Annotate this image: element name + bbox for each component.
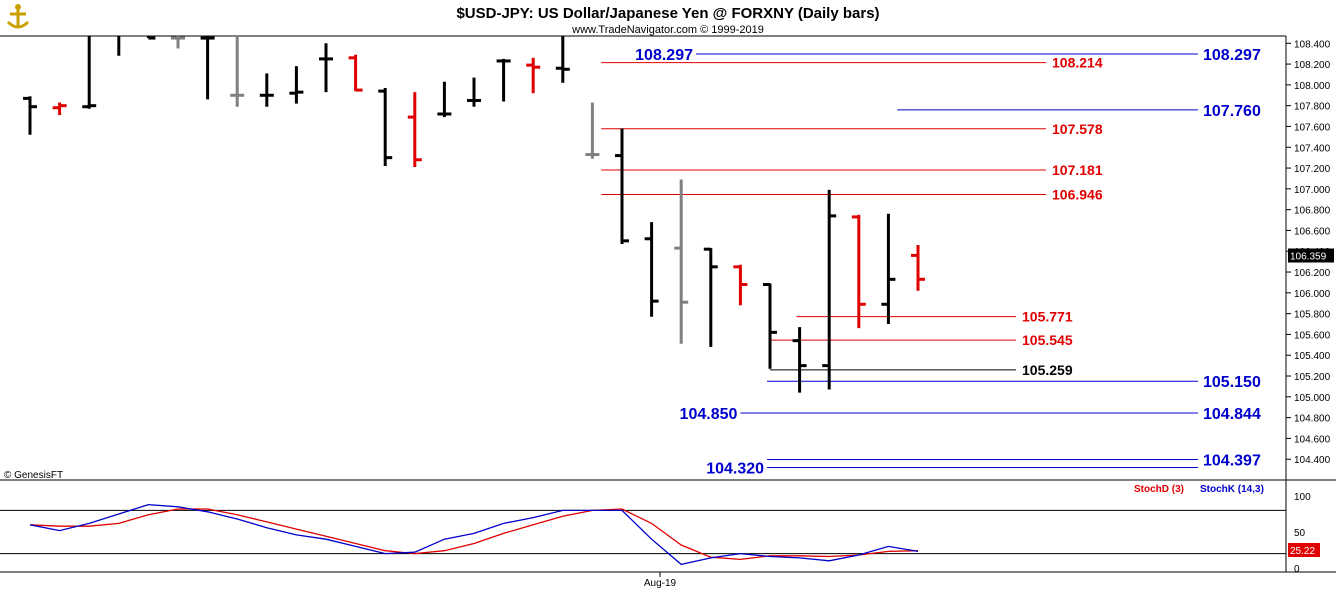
date-x-axis: Aug-19 [644, 572, 677, 589]
ohlc-bar [52, 102, 67, 116]
ohlc-bar [851, 214, 866, 329]
level-label-right: 105.150 [1203, 374, 1261, 391]
level-label-right: 107.760 [1203, 103, 1261, 120]
stoch-series-line [29, 508, 919, 561]
y-tick-label: 104.800 [1294, 414, 1331, 425]
ohlc-bar [200, 36, 215, 100]
logo-icon [4, 4, 32, 32]
level-label: 107.578 [1052, 121, 1103, 137]
ohlc-bar [792, 327, 807, 393]
ohlc-bar [496, 58, 511, 102]
level-label: 105.771 [1022, 309, 1073, 325]
price-levels [601, 53, 1198, 469]
stoch-legend-entry: StochK (14,3) [1200, 484, 1264, 495]
x-tick-label: Aug-19 [644, 578, 677, 589]
price-panel-frame [0, 35, 1336, 573]
y-tick-label: 108.400 [1294, 39, 1331, 50]
chart-subtitle: www.TradeNavigator.com © 1999-2019 [571, 24, 764, 36]
ohlc-bar [467, 77, 481, 107]
ohlc-bar [555, 36, 570, 83]
y-tick-label: 106.600 [1294, 226, 1331, 237]
y-tick-label: 105.800 [1294, 310, 1331, 321]
ohlc-bar [378, 87, 393, 166]
y-tick-label: 108.000 [1294, 81, 1331, 92]
ohlc-bar [585, 102, 600, 159]
y-tick-label: 106.800 [1294, 206, 1331, 217]
y-tick-label: 107.200 [1294, 164, 1331, 175]
stoch-legend-entry: StochD (3) [1134, 484, 1184, 495]
ohlc-bar [348, 54, 363, 92]
level-label-right: 104.844 [1203, 406, 1261, 423]
ohlc-bar [171, 36, 185, 49]
y-tick-label: 107.000 [1294, 185, 1331, 196]
ohlc-bar [146, 36, 156, 40]
y-tick-label: 107.800 [1294, 102, 1331, 113]
stoch-series-line [29, 503, 919, 566]
y-tick-label: 106.000 [1294, 289, 1331, 300]
level-label-left: 108.297 [635, 47, 693, 64]
level-label: 106.946 [1052, 186, 1103, 202]
level-label: 105.545 [1022, 332, 1073, 348]
level-label: 107.181 [1052, 162, 1103, 178]
ohlc-bars-clip [23, 36, 925, 393]
ohlc-bar [733, 264, 748, 306]
price-tag-label: 106.359 [1290, 252, 1327, 263]
y-tick-label: 105.400 [1294, 351, 1331, 362]
ohlc-bar [881, 213, 896, 325]
y-tick-label: 104.400 [1294, 455, 1331, 466]
price-y-axis: 108.400 108.200 108.000 107.800 107.600 107.4… [1286, 39, 1331, 466]
ohlc-bar [822, 189, 837, 390]
ohlc-bar [763, 283, 777, 369]
ohlc-bar [644, 222, 659, 317]
ohlc-bar [674, 179, 689, 344]
y-tick-label: 107.400 [1294, 143, 1331, 154]
level-label-left: 104.320 [706, 461, 764, 478]
stoch-value-box [1288, 543, 1320, 557]
y-tick-label: 105.000 [1294, 393, 1331, 404]
y-tick-label: 108.200 [1294, 60, 1331, 71]
ohlc-bar [437, 81, 452, 118]
ohlc-bar [911, 245, 925, 291]
y-tick-label: 106.200 [1294, 268, 1331, 279]
ohlc-bar [407, 92, 422, 168]
y-tick-label: 105.600 [1294, 330, 1331, 341]
level-label-right: 104.397 [1203, 453, 1261, 470]
stoch-value-label: 25.22 [1290, 546, 1315, 557]
y-tick-label: 105.200 [1294, 372, 1331, 383]
stoch-tick-label: 100 [1294, 492, 1311, 503]
ohlc-bar [117, 36, 121, 56]
y-tick-label: 104.600 [1294, 434, 1331, 445]
stoch-tick-label: 0 [1294, 564, 1300, 575]
ohlc-bar [230, 36, 245, 107]
current-price-tag: 106.359 [1288, 248, 1334, 263]
level-label-right: 108.297 [1203, 47, 1261, 64]
ohlc-bar [259, 73, 274, 107]
ohlc-bar [289, 66, 304, 104]
price-tag-box [1288, 248, 1334, 263]
y-tick-label: 107.600 [1294, 122, 1331, 133]
ohlc-bar [703, 247, 718, 347]
copyright-label: © GenesisFT [4, 470, 63, 481]
chart-title: $USD-JPY: US Dollar/Japanese Yen @ FORXN… [456, 5, 879, 22]
level-label: 105.259 [1022, 362, 1073, 378]
stochastic-panel: 100 50 0 StochD (3) StochK (14,3) 25.22 [0, 484, 1320, 575]
level-label: 108.214 [1052, 55, 1103, 71]
ohlc-bar [23, 96, 37, 135]
ohlc-bar [615, 128, 629, 244]
stoch-tick-label: 50 [1294, 528, 1306, 539]
ohlc-bar [82, 36, 97, 109]
ohlc-bar [526, 57, 541, 94]
level-label-left: 104.850 [680, 406, 738, 423]
ohlc-bar [319, 43, 333, 93]
ohlc-bars [23, 36, 925, 393]
